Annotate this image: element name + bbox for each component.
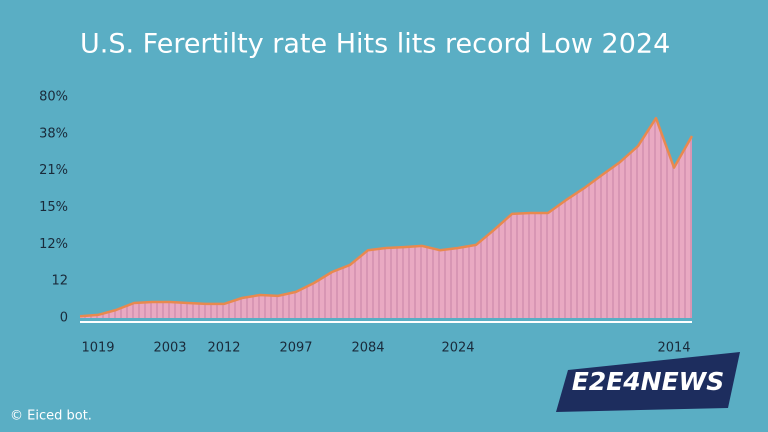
chart-title: U.S. Ferertilty rate Hits lits record Lo… xyxy=(80,29,670,60)
x-tick-label: 2024 xyxy=(441,341,474,356)
y-tick-label: 15% xyxy=(39,200,68,215)
logo-group: E2E4NEWS xyxy=(556,352,740,412)
y-tick-label: 38% xyxy=(39,126,68,141)
x-tick-label: 2097 xyxy=(279,341,312,356)
x-tick-label: 1019 xyxy=(81,341,114,356)
y-tick-label: 80% xyxy=(39,90,68,105)
x-tick-label: 2003 xyxy=(153,341,186,356)
logo: E2E4NEWS xyxy=(572,367,725,396)
x-tick-label: 2084 xyxy=(351,341,384,356)
y-tick-label: 12% xyxy=(39,237,68,252)
x-tick-label: 2012 xyxy=(207,341,240,356)
y-tick-label: 21% xyxy=(39,163,68,178)
area xyxy=(80,118,692,318)
line xyxy=(79,116,694,318)
y-tick-label: 0 xyxy=(60,311,68,326)
footer: © Eiced bot. xyxy=(10,409,92,424)
y-tick-label: 12 xyxy=(51,274,68,289)
x-tick-label: 2014 xyxy=(657,341,690,356)
logo-badge xyxy=(556,352,740,412)
